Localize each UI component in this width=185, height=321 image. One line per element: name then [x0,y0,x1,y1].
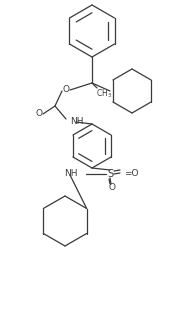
Text: NH: NH [65,169,78,178]
Text: S: S [107,169,113,179]
Text: NH: NH [70,117,83,126]
Text: O: O [36,109,43,118]
Text: O: O [108,183,115,192]
Text: =O: =O [124,169,139,178]
Text: CH$_3$: CH$_3$ [96,87,112,100]
Text: O: O [63,85,70,94]
